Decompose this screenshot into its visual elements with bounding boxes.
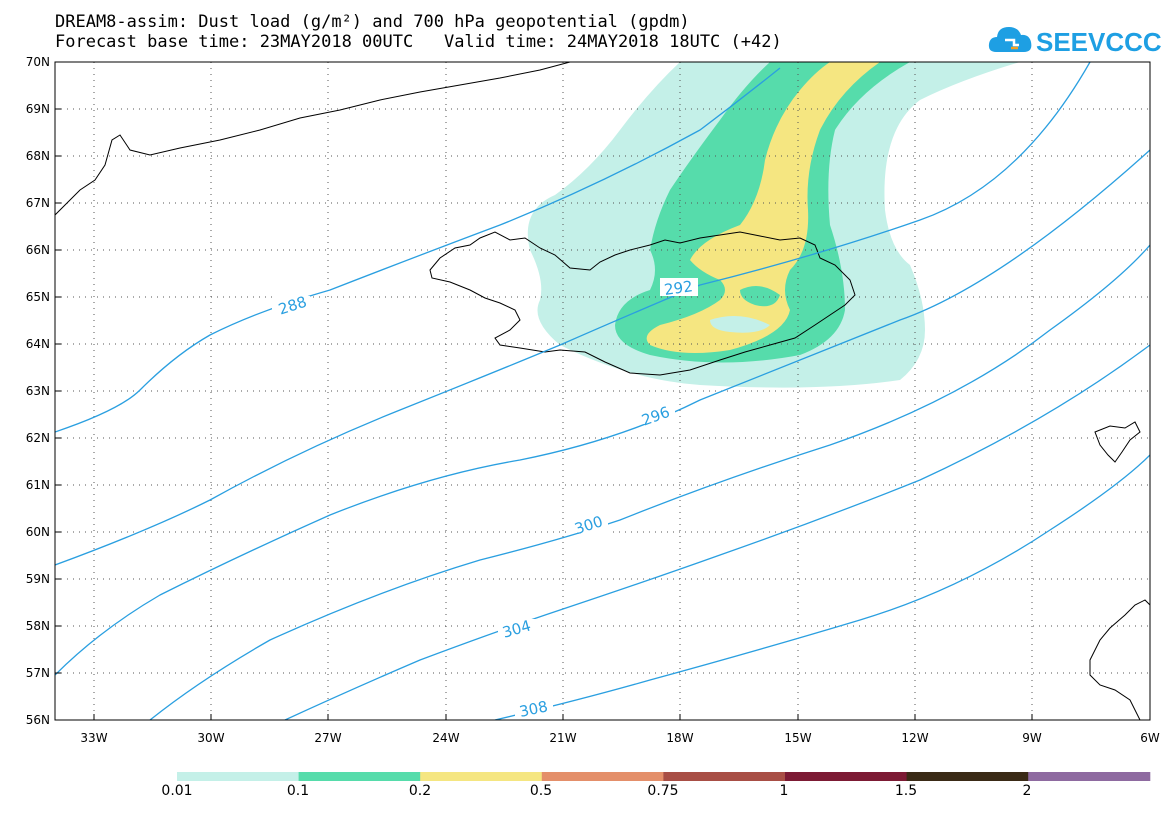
lat-label: 61N [26, 478, 50, 492]
contour-300 [149, 244, 1150, 720]
lat-label: 70N [26, 55, 50, 69]
legend-swatch [663, 772, 786, 781]
lat-label: 65N [26, 290, 50, 304]
cloud-icon [988, 27, 1032, 52]
legend-colorbar [177, 772, 1151, 781]
legend-swatch [785, 772, 908, 781]
legend-swatch [906, 772, 1029, 781]
lat-label: 68N [26, 149, 50, 163]
scotland-coast [1089, 599, 1150, 720]
dust-0.2-region [646, 62, 880, 354]
legend-swatch [1028, 772, 1151, 781]
faroe-coast [1094, 421, 1141, 463]
coastlines [55, 62, 1150, 720]
contour-label-292: 292 [663, 277, 694, 299]
lat-label: 57N [26, 666, 50, 680]
lat-label: 62N [26, 431, 50, 445]
iceland-coast [429, 231, 856, 376]
lon-label: 21W [549, 731, 576, 745]
lon-label: 18W [666, 731, 693, 745]
forecast-base-time: Forecast base time: 23MAY2018 00UTC [55, 32, 414, 52]
lat-label: 67N [26, 196, 50, 210]
longitude-labels: 33W 30W 27W 24W 21W 18W 15W 12W 9W 6W [80, 731, 1159, 745]
lat-label: 60N [26, 525, 50, 539]
lat-label: 56N [26, 713, 50, 727]
contour-label-group: 288 292 296 300 304 308 [272, 277, 698, 721]
lon-label: 30W [197, 731, 224, 745]
lat-label: 63N [26, 384, 50, 398]
map-title: DREAM8-assim: Dust load (g/m²) and 700 h… [55, 12, 690, 32]
time-info: Forecast base time: 23MAY2018 00UTC Vali… [55, 32, 782, 52]
geopotential-contours [55, 62, 1150, 720]
lat-label: 66N [26, 243, 50, 257]
legend-swatch [177, 772, 300, 781]
lon-label: 33W [80, 731, 107, 745]
axis-ticks [55, 61, 1151, 721]
logo-text: SEEVCCC [1036, 27, 1162, 57]
lat-label: 69N [26, 102, 50, 116]
lat-label: 59N [26, 572, 50, 586]
contour-292 [55, 62, 1091, 566]
lon-label: 27W [314, 731, 341, 745]
seevccc-logo: SEEVCCC [988, 27, 1162, 57]
contour-304 [284, 344, 1150, 720]
legend-swatch [298, 772, 421, 781]
contour-308 [494, 454, 1150, 720]
contour-label-308: 308 [518, 697, 550, 721]
lon-label: 6W [1140, 731, 1160, 745]
lon-label: 15W [784, 731, 811, 745]
valid-time: Valid time: 24MAY2018 18UTC (+42) [443, 32, 782, 52]
lon-label: 12W [901, 731, 928, 745]
lat-label: 64N [26, 337, 50, 351]
legend-swatch [420, 772, 543, 781]
dust-gap-b [710, 316, 770, 333]
lon-label: 9W [1022, 731, 1042, 745]
greenland-coast [55, 62, 571, 216]
contour-288 [55, 67, 781, 433]
lon-label: 24W [432, 731, 459, 745]
contour-296 [55, 149, 1150, 676]
latitude-labels: 70N 69N 68N 67N 66N 65N 64N 63N 62N 61N … [26, 55, 50, 727]
lat-label: 58N [26, 619, 50, 633]
dust-load-field [527, 62, 1020, 388]
graticule [55, 62, 1150, 720]
legend-swatch [541, 772, 664, 781]
dust-gap-a [740, 286, 780, 307]
